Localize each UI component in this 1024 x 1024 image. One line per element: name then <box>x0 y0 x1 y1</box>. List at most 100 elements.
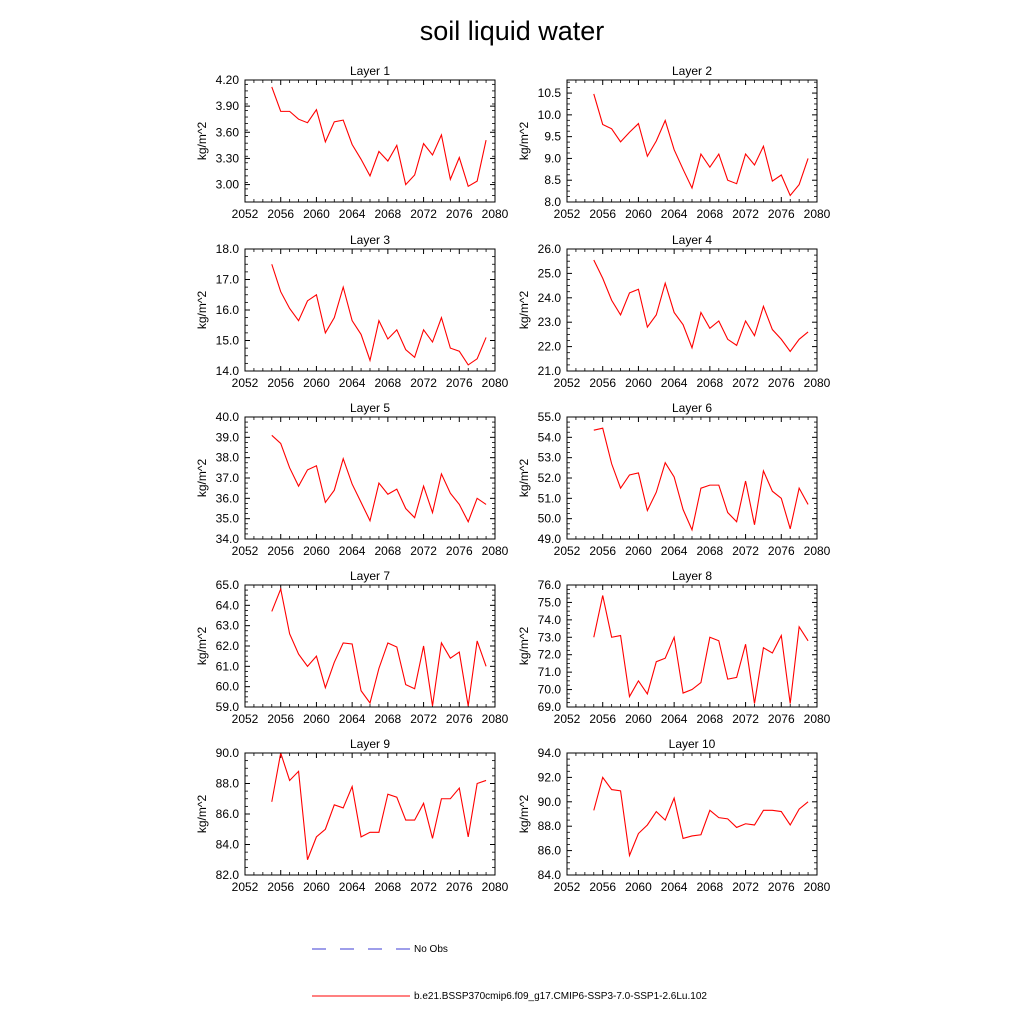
x-tick-label: 2076 <box>768 712 795 726</box>
x-tick-label: 2080 <box>482 880 509 894</box>
x-tick-label: 2068 <box>697 544 724 558</box>
x-tick-label: 2064 <box>661 207 688 221</box>
y-tick-label: 51.0 <box>538 491 562 505</box>
x-tick-label: 2056 <box>267 544 294 558</box>
y-tick-label: 86.0 <box>538 844 562 858</box>
y-tick-label: 10.0 <box>538 108 562 122</box>
y-tick-label: 65.0 <box>216 578 240 592</box>
y-tick-label: 37.0 <box>216 471 240 485</box>
y-tick-label: 90.0 <box>216 746 240 760</box>
x-tick-label: 2080 <box>804 880 831 894</box>
x-tick-label: 2060 <box>625 376 652 390</box>
x-tick-label: 2076 <box>446 712 473 726</box>
x-tick-label: 2076 <box>446 376 473 390</box>
y-tick-label: 75.0 <box>538 595 562 609</box>
x-tick-label: 2056 <box>589 880 616 894</box>
x-tick-label: 2080 <box>482 376 509 390</box>
x-tick-label: 2056 <box>589 712 616 726</box>
x-tick-label: 2068 <box>697 207 724 221</box>
figure-title: soil liquid water <box>420 16 605 46</box>
legend-obs-label: No Obs <box>414 944 448 955</box>
panel-layer-7: Layer 7 kg/m^2 2052 2056 2060 2064 2068 2072 207… <box>195 569 509 726</box>
y-tick-label: 71.0 <box>538 665 562 679</box>
y-tick-label: 62.0 <box>216 639 240 653</box>
y-axis-label: kg/m^2 <box>195 459 209 498</box>
x-tick-label: 2052 <box>554 376 581 390</box>
x-tick-label: 2080 <box>804 207 831 221</box>
x-tick-label: 2052 <box>554 207 581 221</box>
series-line <box>271 587 487 707</box>
y-tick-label: 34.0 <box>216 532 240 546</box>
y-tick-label: 88.0 <box>538 819 562 833</box>
x-tick-label: 2072 <box>410 712 437 726</box>
x-tick-label: 2076 <box>446 544 473 558</box>
x-tick-label: 2064 <box>339 376 366 390</box>
y-axis-label: kg/m^2 <box>195 291 209 330</box>
x-tick-label: 2072 <box>732 712 759 726</box>
series-line <box>593 427 809 532</box>
x-tick-label: 2072 <box>410 207 437 221</box>
y-tick-label: 53.0 <box>538 451 562 465</box>
x-tick-label: 2060 <box>625 207 652 221</box>
y-tick-label: 86.0 <box>216 807 240 821</box>
y-tick-label: 39.0 <box>216 430 240 444</box>
x-tick-label: 2072 <box>410 376 437 390</box>
panel-layer-9: Layer 9 kg/m^2 2052 2056 2060 2064 2068 2072 207… <box>195 737 509 894</box>
x-tick-label: 2080 <box>482 207 509 221</box>
plot-frame <box>566 584 818 708</box>
panel-title: Layer 5 <box>350 401 390 415</box>
y-tick-label: 9.0 <box>544 151 561 165</box>
y-tick-label: 38.0 <box>216 451 240 465</box>
y-tick-label: 88.0 <box>216 777 240 791</box>
y-axis-label: kg/m^2 <box>195 795 209 834</box>
panel-layer-4: Layer 4 kg/m^2 2052 2056 2060 2064 2068 2072 207… <box>517 233 831 390</box>
x-tick-label: 2076 <box>768 880 795 894</box>
legend-model-label: b.e21.BSSP370cmip6.f09_g17.CMIP6-SSP3-7.… <box>414 991 707 1002</box>
y-tick-label: 35.0 <box>216 512 240 526</box>
x-tick-label: 2064 <box>339 544 366 558</box>
x-tick-label: 2056 <box>267 207 294 221</box>
series-line <box>271 434 487 524</box>
x-tick-label: 2080 <box>482 544 509 558</box>
y-tick-label: 73.0 <box>538 630 562 644</box>
legend: No Obs b.e21.BSSP370cmip6.f09_g17.CMIP6-… <box>312 944 707 1002</box>
x-tick-label: 2076 <box>768 376 795 390</box>
x-tick-label: 2060 <box>303 712 330 726</box>
y-axis-label: kg/m^2 <box>517 627 531 666</box>
panel-title: Layer 10 <box>669 737 716 751</box>
x-tick-label: 2064 <box>661 880 688 894</box>
x-tick-label: 2072 <box>410 880 437 894</box>
x-tick-label: 2060 <box>303 880 330 894</box>
x-tick-label: 2052 <box>232 880 259 894</box>
x-tick-label: 2080 <box>482 712 509 726</box>
x-tick-label: 2080 <box>804 544 831 558</box>
plot-frame <box>244 248 496 372</box>
y-axis-label: kg/m^2 <box>195 627 209 666</box>
x-tick-label: 2076 <box>446 880 473 894</box>
x-tick-label: 2052 <box>232 712 259 726</box>
y-tick-label: 3.60 <box>216 125 240 139</box>
plot-frame <box>566 416 818 540</box>
x-tick-label: 2068 <box>375 880 402 894</box>
y-tick-label: 76.0 <box>538 578 562 592</box>
series-line <box>271 86 487 188</box>
y-tick-label: 52.0 <box>538 471 562 485</box>
x-tick-label: 2080 <box>804 712 831 726</box>
y-tick-label: 50.0 <box>538 512 562 526</box>
y-tick-label: 54.0 <box>538 430 562 444</box>
series-line <box>593 259 809 353</box>
x-tick-label: 2060 <box>303 207 330 221</box>
plot-frame <box>566 248 818 372</box>
y-tick-label: 61.0 <box>216 659 240 673</box>
y-axis-label: kg/m^2 <box>517 459 531 498</box>
x-tick-label: 2068 <box>375 712 402 726</box>
x-tick-label: 2072 <box>732 207 759 221</box>
y-tick-label: 64.0 <box>216 598 240 612</box>
x-tick-label: 2060 <box>303 544 330 558</box>
x-tick-label: 2064 <box>661 376 688 390</box>
x-tick-label: 2072 <box>732 544 759 558</box>
x-tick-label: 2060 <box>625 544 652 558</box>
x-tick-label: 2064 <box>339 880 366 894</box>
panel-title: Layer 6 <box>672 401 712 415</box>
x-tick-label: 2052 <box>554 880 581 894</box>
